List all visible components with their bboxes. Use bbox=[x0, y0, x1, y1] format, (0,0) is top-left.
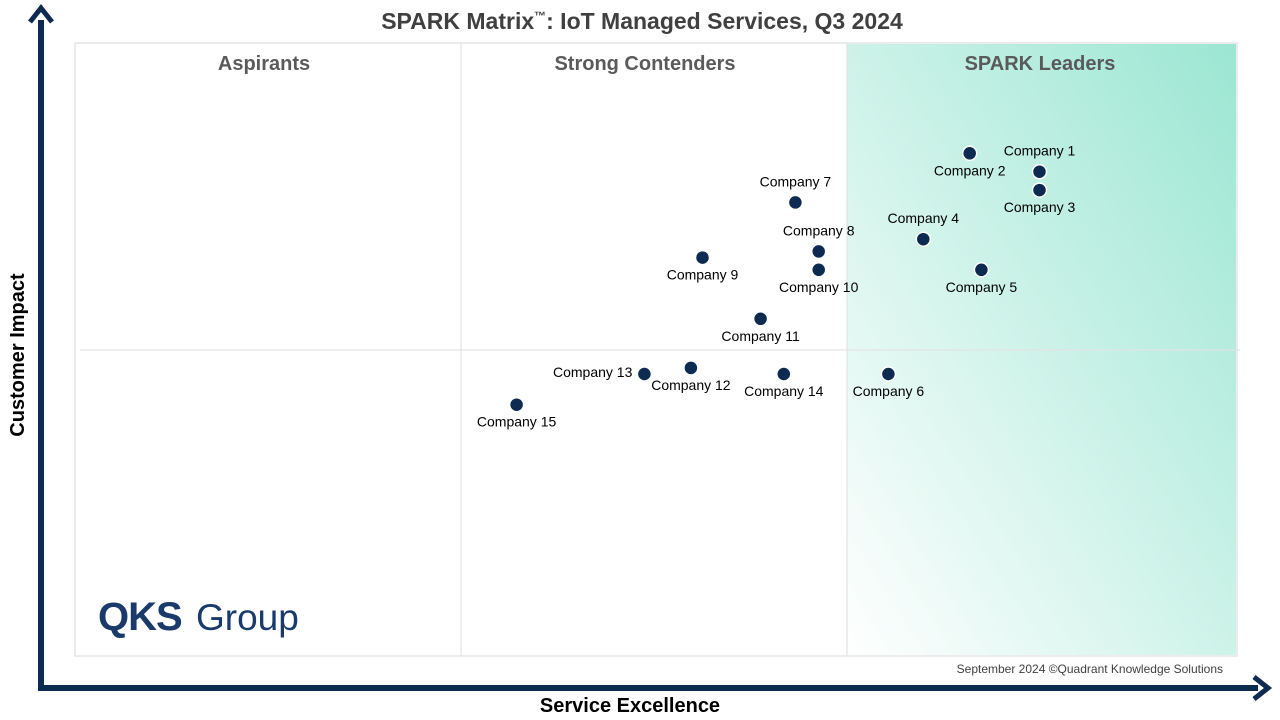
data-point-label: Company 10 bbox=[779, 279, 859, 295]
data-point-label: Company 9 bbox=[667, 267, 739, 283]
data-point-label: Company 5 bbox=[946, 279, 1018, 295]
data-point-label: Company 7 bbox=[760, 173, 832, 189]
x-axis-label: Service Excellence bbox=[540, 695, 720, 717]
logo-primary: QKS bbox=[98, 595, 182, 639]
x-axis-arrow bbox=[38, 675, 1273, 701]
points-layer: Company 1 Company 2 Company 3 Company 4 Comp… bbox=[477, 143, 1076, 430]
data-point bbox=[752, 311, 769, 327]
data-point bbox=[508, 396, 525, 413]
data-point bbox=[1031, 163, 1048, 180]
data-point-label: Company 15 bbox=[477, 414, 557, 430]
data-point bbox=[961, 145, 978, 162]
data-point bbox=[810, 262, 827, 278]
y-axis-label: Customer Impact bbox=[7, 273, 29, 437]
data-point bbox=[787, 194, 804, 211]
data-point bbox=[915, 231, 932, 247]
zone-label-aspirants: Aspirants bbox=[218, 53, 310, 75]
data-point-label: Company 13 bbox=[553, 364, 633, 380]
data-point-label: Company 11 bbox=[721, 328, 800, 344]
data-point-label: Company 2 bbox=[934, 162, 1006, 178]
y-axis-arrow bbox=[28, 3, 54, 689]
data-point-label: Company 4 bbox=[888, 210, 960, 226]
zone-label-spark-leaders: SPARK Leaders bbox=[965, 53, 1116, 75]
data-point bbox=[1031, 182, 1048, 198]
data-point bbox=[810, 243, 827, 260]
data-point-label: Company 3 bbox=[1004, 199, 1076, 215]
qks-group-logo: QKS Group bbox=[98, 595, 299, 639]
data-point bbox=[683, 360, 699, 376]
data-point-label: Company 12 bbox=[651, 377, 731, 393]
data-point bbox=[636, 366, 653, 382]
data-point bbox=[880, 366, 897, 382]
data-point-label: Company 14 bbox=[744, 383, 824, 399]
data-point bbox=[776, 366, 792, 382]
data-point-label: Company 6 bbox=[853, 383, 925, 399]
chart-title: SPARK Matrix™: IoT Managed Services, Q3 … bbox=[381, 8, 903, 34]
footer-copyright: September 2024 ©Quadrant Knowledge Solut… bbox=[957, 662, 1223, 676]
data-point-label: Company 1 bbox=[1004, 143, 1076, 159]
logo-secondary: Group bbox=[196, 597, 299, 638]
data-point-label: Company 8 bbox=[783, 222, 855, 238]
data-point bbox=[694, 249, 711, 266]
zone-label-strong-contenders: Strong Contenders bbox=[554, 53, 735, 75]
data-point bbox=[973, 262, 990, 278]
